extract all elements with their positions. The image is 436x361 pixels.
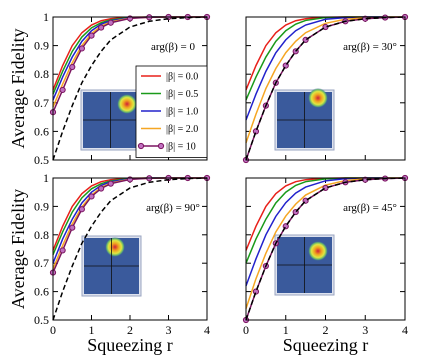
y-tick-label: 0.7	[34, 256, 49, 270]
marker	[107, 180, 114, 187]
legend-marker	[157, 142, 165, 150]
y-tick-label: 0.9	[34, 199, 49, 213]
annotation: arg(β) = 90°	[146, 202, 200, 214]
dashed-curve	[245, 177, 406, 321]
inset-spot	[308, 88, 328, 108]
curve	[245, 177, 405, 309]
y-tick-label: 0.8	[34, 228, 49, 242]
y-tick-label: 0.5	[34, 313, 49, 327]
y-axis-label: Average Fidelity	[8, 189, 28, 309]
dashed-curve	[52, 177, 208, 321]
x-tick-label: 1	[89, 323, 95, 337]
plot-frame	[245, 16, 406, 161]
marker	[107, 19, 114, 26]
x-tick-label: 3	[166, 323, 172, 337]
annotation: arg(β) = 30°	[343, 41, 397, 53]
plot-frame	[245, 177, 406, 321]
marker	[78, 206, 85, 213]
plot-frame	[52, 177, 208, 321]
legend-label: |β| = 0.5	[166, 89, 198, 100]
marker	[252, 128, 260, 135]
marker	[88, 32, 95, 39]
marker	[59, 86, 66, 94]
x-tick-label: 1	[283, 323, 289, 337]
x-tick-label: 3	[362, 323, 368, 337]
marker	[69, 224, 76, 231]
y-tick-label: 0.6	[34, 124, 49, 138]
dashed-curve	[245, 16, 406, 161]
legend-marker	[137, 142, 145, 150]
y-tick-label: 0.9	[34, 39, 49, 53]
annotation: arg(β) = 0	[151, 41, 195, 53]
y-tick-label: 1	[43, 171, 49, 185]
x-tick-label: 4	[204, 323, 210, 337]
inset-spot	[308, 241, 328, 261]
y-tick-label: 0.8	[34, 67, 49, 81]
y-axis-label: Average Fidelity	[8, 28, 28, 148]
marker	[88, 193, 95, 200]
x-tick-label: 0	[50, 323, 56, 337]
x-axis-label: Squeezing r	[87, 335, 172, 355]
marker	[78, 45, 85, 52]
x-tick-label: 0	[243, 323, 249, 337]
x-axis-label: Squeezing r	[283, 335, 368, 355]
legend-label: |β| = 1.0	[166, 107, 198, 118]
y-tick-label: 0.6	[34, 285, 49, 299]
marker	[252, 288, 260, 295]
x-tick-label: 4	[402, 323, 408, 337]
dashed-curve	[52, 16, 208, 161]
y-tick-label: 1	[43, 10, 49, 24]
inset-spot	[117, 94, 137, 114]
curve	[245, 16, 405, 144]
marker	[98, 185, 105, 192]
y-tick-label: 0.5	[34, 153, 49, 167]
marker	[59, 247, 66, 254]
annotation: arg(β) = 45°	[343, 202, 397, 214]
marker	[69, 63, 76, 71]
legend-label: |β| = 0.0	[166, 72, 198, 83]
marker	[98, 24, 105, 31]
y-tick-label: 0.7	[34, 96, 49, 110]
legend-label: |β| = 2.0	[166, 124, 198, 135]
legend-label: |β| = 10	[166, 142, 196, 153]
x-tick-label: 2	[323, 323, 329, 337]
inset-spot	[105, 237, 125, 257]
x-tick-label: 2	[127, 323, 133, 337]
